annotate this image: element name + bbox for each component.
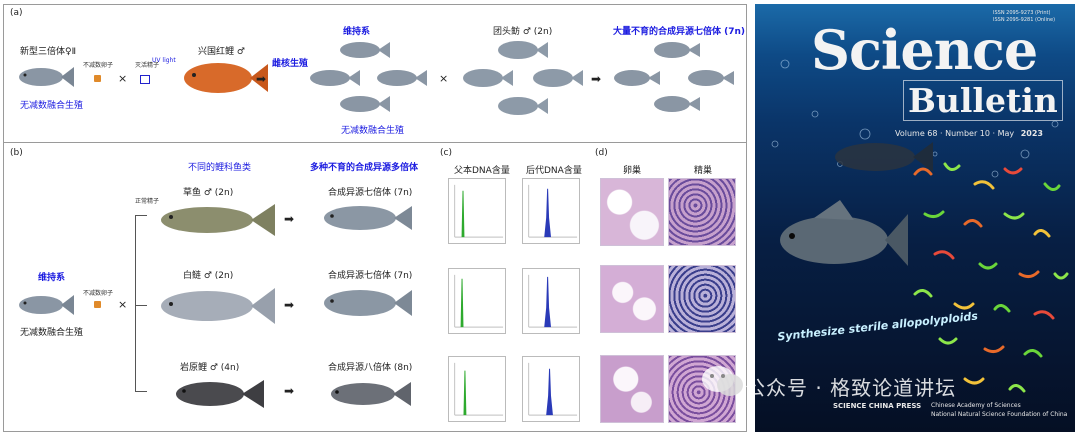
red-carp-fish bbox=[184, 63, 268, 93]
bracket-bot bbox=[135, 391, 147, 392]
maintenance-label-b: 维持系 bbox=[38, 273, 66, 283]
hist-father-3 bbox=[448, 356, 506, 422]
male-label-grass-carp: 草鱼 ♂ (2n) bbox=[183, 188, 234, 198]
male-label-silver-carp: 白鲢 ♂ (2n) bbox=[183, 271, 234, 281]
cross-sign-a1: × bbox=[118, 72, 128, 85]
bubbles-decoration bbox=[771, 59, 1059, 178]
rock-carp-fish bbox=[176, 380, 264, 408]
triploid-label: 新型三倍体♀Ⅱ bbox=[20, 47, 77, 57]
silver-carp-fish bbox=[161, 288, 275, 324]
unreduced-gyno-label-b: 无减数融合生殖 bbox=[20, 328, 84, 338]
result-label-row1: 合成异源七倍体 (7n) bbox=[328, 188, 413, 198]
panel-d-letter: (d) bbox=[595, 148, 608, 158]
cover-volume: Volume 68 · Number 10 · May 2023 bbox=[895, 129, 1043, 138]
ovary-tissue-3 bbox=[600, 355, 664, 423]
bracket-mid bbox=[135, 305, 147, 306]
arrow-b2: ➡ bbox=[284, 298, 295, 312]
cover-title-bulletin: Bulletin bbox=[903, 80, 1063, 121]
grass-carp-fish bbox=[161, 204, 275, 236]
maintenance-fish-group bbox=[310, 42, 427, 112]
triploid-fish bbox=[19, 67, 74, 87]
wechat-icon bbox=[702, 366, 743, 396]
result-fish-row3 bbox=[331, 382, 411, 406]
cover-fish-main bbox=[780, 200, 908, 266]
male-label-rock-carp: 岩原鲤 ♂ (4n) bbox=[180, 363, 240, 373]
uv-sperm-label: 灭活精子 bbox=[135, 62, 160, 69]
panel-c-col1: 父本DNA含量 bbox=[454, 166, 510, 176]
maintenance-fish-b bbox=[19, 295, 74, 315]
result-label-row2: 合成异源七倍体 (7n) bbox=[328, 271, 413, 281]
cover-fish-top bbox=[835, 142, 933, 172]
uv-light-label: UV light bbox=[152, 57, 176, 64]
cover-volume-text: Volume 68 · Number 10 · May bbox=[895, 129, 1015, 138]
hist-offspring-3 bbox=[522, 356, 580, 422]
cross-sign-b: × bbox=[118, 298, 128, 311]
bracket-vertical bbox=[135, 215, 136, 391]
bream-fish-group bbox=[463, 41, 583, 115]
panel-a-letter: (a) bbox=[10, 8, 23, 18]
egg-icon bbox=[94, 75, 101, 82]
hist-offspring-1 bbox=[522, 178, 580, 244]
panel-c-col2: 后代DNA含量 bbox=[526, 166, 582, 176]
cover-org2: National Natural Science Foundation of C… bbox=[931, 411, 1068, 418]
bracket-top bbox=[135, 215, 147, 216]
panel-c-letter: (c) bbox=[440, 148, 452, 158]
tuantou-label: 团头鲂 ♂ (2n) bbox=[493, 27, 553, 37]
unreduced-gyno-label-a-mid: 无减数融合生殖 bbox=[341, 126, 405, 136]
result-fish-row1 bbox=[324, 206, 412, 230]
arrow-a1: ➡ bbox=[256, 72, 267, 86]
hist-father-2 bbox=[448, 268, 506, 334]
hist-father-1 bbox=[448, 178, 506, 244]
arrow-b1: ➡ bbox=[284, 212, 295, 226]
cover-org1: Chinese Academy of Sciences bbox=[931, 402, 1021, 409]
cover-year: 2023 bbox=[1020, 129, 1043, 138]
arrow-b3: ➡ bbox=[284, 384, 295, 398]
issn-online: ISSN 2095-9281 (Online) bbox=[993, 17, 1056, 23]
panel-d-col1: 卵巢 bbox=[623, 166, 642, 176]
issn-print: ISSN 2095-9273 (Print) bbox=[993, 10, 1051, 16]
uv-sperm-box-icon bbox=[140, 75, 150, 84]
xingguo-label: 兴国红鲤 ♂ bbox=[198, 47, 245, 57]
egg-icon-b bbox=[94, 301, 101, 308]
panel-b-letter: (b) bbox=[10, 148, 23, 158]
unreduced-gyno-label-a: 无减数融合生殖 bbox=[20, 101, 84, 111]
unreduced-egg-label-a: 不减数卵子 bbox=[83, 62, 114, 69]
cover-publisher: SCIENCE CHINA PRESS bbox=[833, 402, 922, 410]
unreduced-egg-label-b: 不减数卵子 bbox=[83, 290, 114, 297]
ovary-tissue-1 bbox=[600, 178, 664, 246]
testis-tissue-2 bbox=[668, 265, 736, 333]
result-title-b: 多种不育的合成异源多倍体 bbox=[310, 163, 419, 173]
result-label-row3: 合成异源八倍体 (8n) bbox=[328, 363, 413, 373]
panel-d-col2: 精巢 bbox=[694, 166, 713, 176]
result-fish-row2 bbox=[324, 290, 412, 316]
chromosome-decoration bbox=[913, 162, 1069, 393]
hist-offspring-2 bbox=[522, 268, 580, 334]
testis-tissue-1 bbox=[668, 178, 736, 246]
fish-kinds-title: 不同的鲤科鱼类 bbox=[188, 163, 252, 173]
arrow-a2: ➡ bbox=[591, 72, 602, 86]
watermark-text: 公众号 · 格致论道讲坛 bbox=[745, 376, 957, 400]
panel-divider-ab bbox=[3, 142, 747, 143]
maintenance-title-a: 维持系 bbox=[343, 27, 371, 37]
cover-title-science: Science bbox=[811, 18, 1038, 82]
gynogenesis-label: 雌核生殖 bbox=[272, 59, 309, 69]
result-title-a: 大量不育的合成异源七倍体 (7n) bbox=[613, 27, 746, 37]
journal-cover: ISSN 2095-9273 (Print) ISSN 2095-9281 (O… bbox=[755, 4, 1075, 432]
sperm-label: 正常精子 bbox=[135, 198, 160, 205]
heptaploid-fish-group bbox=[614, 42, 734, 112]
cross-sign-a2: × bbox=[439, 72, 449, 85]
ovary-tissue-2 bbox=[600, 265, 664, 333]
